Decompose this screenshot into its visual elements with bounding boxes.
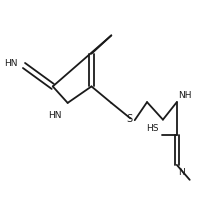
Text: S: S bbox=[127, 114, 133, 124]
Text: HN: HN bbox=[4, 59, 18, 68]
Text: HN: HN bbox=[48, 111, 62, 120]
Text: N: N bbox=[178, 168, 185, 177]
Text: HS: HS bbox=[146, 124, 159, 133]
Text: NH: NH bbox=[178, 91, 191, 100]
